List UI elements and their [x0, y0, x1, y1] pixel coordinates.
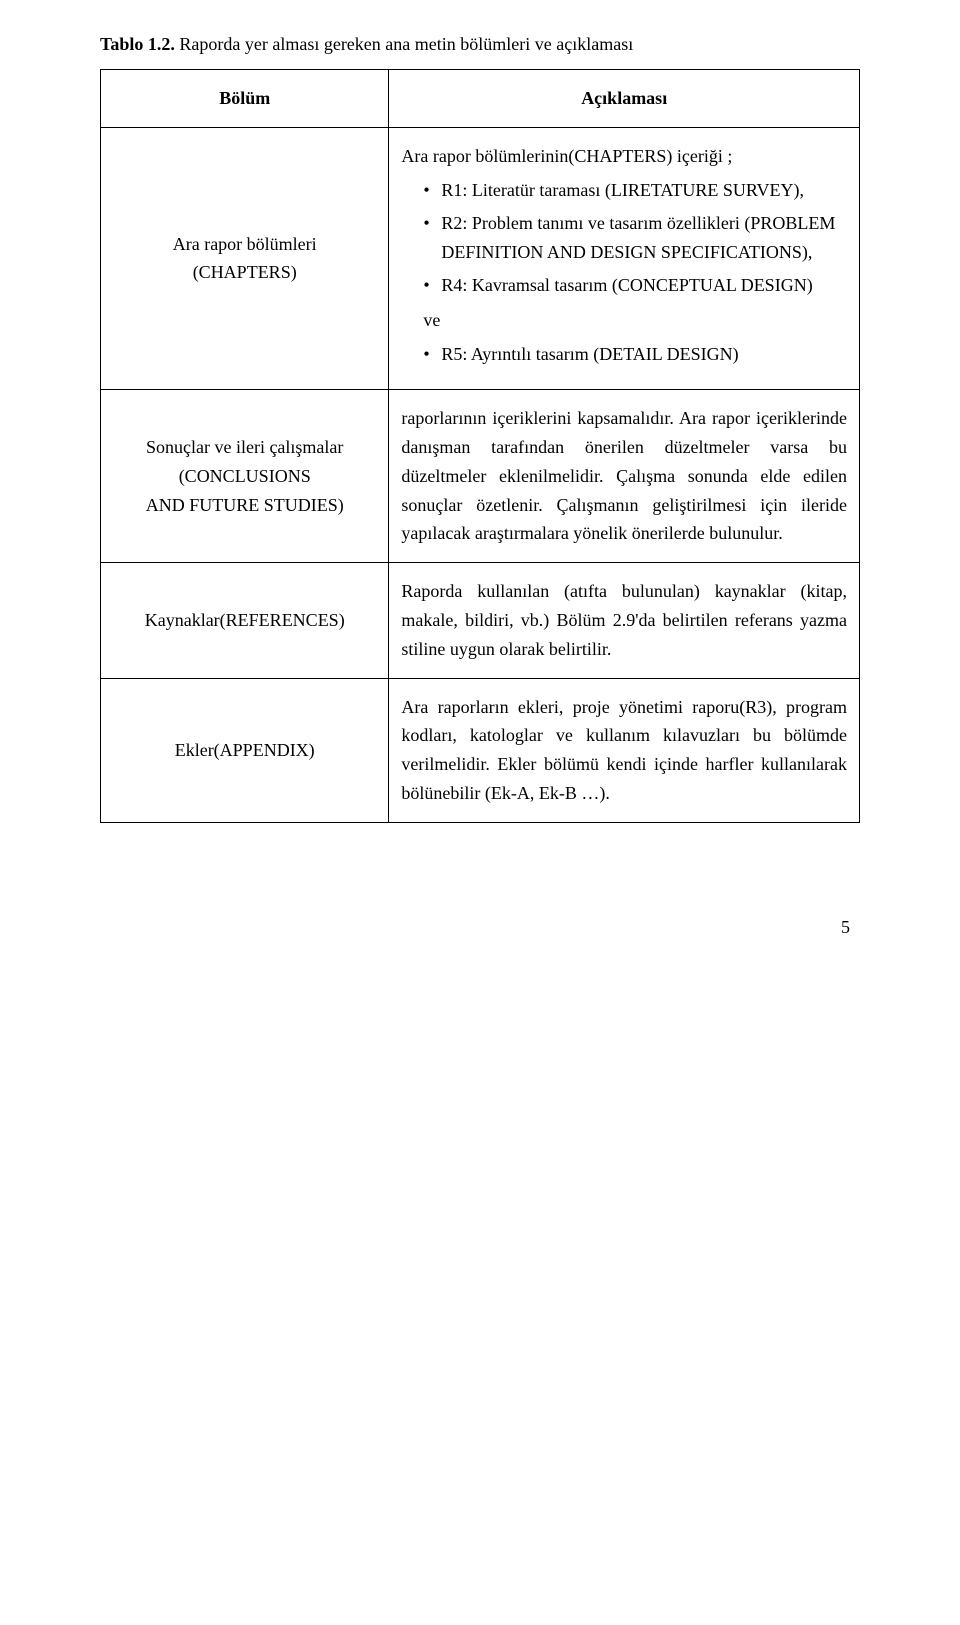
- row2-desc: raporlarının içeriklerini kapsamalıdır. …: [401, 404, 847, 548]
- row1-b1: R1: Literatür taraması (LIRETATURE SURVE…: [423, 176, 847, 205]
- row4-left: Ekler(APPENDIX): [101, 678, 389, 822]
- page-number: 5: [100, 913, 860, 942]
- row1-bullets: R1: Literatür taraması (LIRETATURE SURVE…: [401, 176, 847, 299]
- header-col1: Bölüm: [101, 69, 389, 127]
- row1-right: Ara rapor bölümlerinin(CHAPTERS) içeriği…: [389, 127, 860, 390]
- caption-bold: Tablo 1.2.: [100, 34, 175, 54]
- table-row: Sonuçlar ve ileri çalışmalar (CONCLUSION…: [101, 390, 860, 563]
- main-table: Bölüm Açıklaması Ara rapor bölümleri (CH…: [100, 69, 860, 823]
- table-header-row: Bölüm Açıklaması: [101, 69, 860, 127]
- caption-rest: Raporda yer alması gereken ana metin böl…: [175, 34, 633, 54]
- row1-ve: ve: [401, 306, 847, 335]
- row2-left-line1: Sonuçlar ve ileri çalışmalar: [113, 433, 376, 462]
- row3-right: Raporda kullanılan (atıfta bulunulan) ka…: [389, 563, 860, 678]
- row1-b4: R5: Ayrıntılı tasarım (DETAIL DESIGN): [423, 340, 847, 369]
- row1-left-line2: (CHAPTERS): [113, 258, 376, 287]
- row3-desc: Raporda kullanılan (atıfta bulunulan) ka…: [401, 577, 847, 663]
- table-row: Ara rapor bölümleri (CHAPTERS) Ara rapor…: [101, 127, 860, 390]
- row4-right: Ara raporların ekleri, proje yönetimi ra…: [389, 678, 860, 822]
- row2-left-line3: AND FUTURE STUDIES): [113, 491, 376, 520]
- row1-bullets2: R5: Ayrıntılı tasarım (DETAIL DESIGN): [401, 340, 847, 369]
- row1-b3: R4: Kavramsal tasarım (CONCEPTUAL DESIGN…: [423, 271, 847, 300]
- row2-left: Sonuçlar ve ileri çalışmalar (CONCLUSION…: [101, 390, 389, 563]
- row4-desc: Ara raporların ekleri, proje yönetimi ra…: [401, 693, 847, 808]
- table-row: Ekler(APPENDIX) Ara raporların ekleri, p…: [101, 678, 860, 822]
- row2-left-line2: (CONCLUSIONS: [113, 462, 376, 491]
- row1-intro: Ara rapor bölümlerinin(CHAPTERS) içeriği…: [401, 142, 847, 171]
- header-col2: Açıklaması: [389, 69, 860, 127]
- row2-right: raporlarının içeriklerini kapsamalıdır. …: [389, 390, 860, 563]
- row1-b2: R2: Problem tanımı ve tasarım özellikler…: [423, 209, 847, 267]
- table-caption: Tablo 1.2. Raporda yer alması gereken an…: [100, 30, 860, 59]
- row1-left-line1: Ara rapor bölümleri: [113, 230, 376, 259]
- row3-left: Kaynaklar(REFERENCES): [101, 563, 389, 678]
- row1-left: Ara rapor bölümleri (CHAPTERS): [101, 127, 389, 390]
- table-row: Kaynaklar(REFERENCES) Raporda kullanılan…: [101, 563, 860, 678]
